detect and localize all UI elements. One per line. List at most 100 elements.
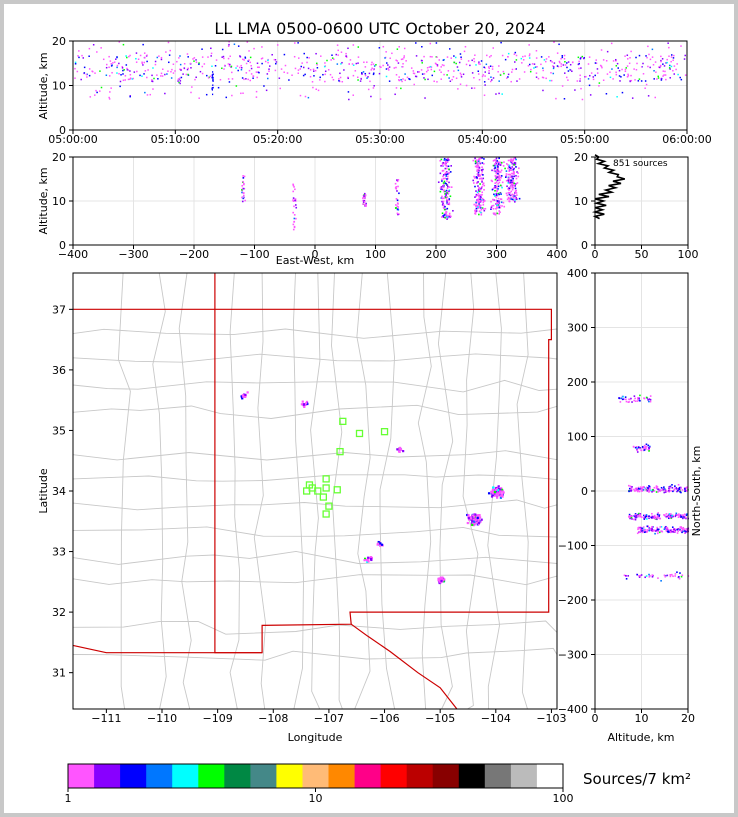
county-boundary xyxy=(72,450,558,461)
source-point xyxy=(190,91,192,94)
county-boundary xyxy=(253,272,267,710)
county-boundary xyxy=(462,272,479,710)
source-point xyxy=(122,69,124,72)
source-point xyxy=(490,179,493,182)
source-point xyxy=(511,166,513,169)
source-point xyxy=(477,171,480,174)
source-point xyxy=(305,400,309,404)
source-point xyxy=(475,211,477,213)
source-point xyxy=(542,69,544,72)
source-point xyxy=(606,73,609,75)
source-point xyxy=(444,162,446,165)
source-point xyxy=(655,491,658,493)
source-point xyxy=(574,89,576,91)
source-point xyxy=(327,69,330,71)
source-point xyxy=(514,68,517,70)
source-point xyxy=(617,67,619,69)
source-point xyxy=(396,202,399,204)
source-point xyxy=(515,59,518,61)
source-point xyxy=(142,43,144,46)
source-point xyxy=(448,216,450,219)
source-point xyxy=(638,513,641,516)
source-point xyxy=(397,208,400,211)
source-point xyxy=(440,186,443,188)
source-point xyxy=(621,68,623,71)
source-point xyxy=(669,529,672,532)
source-point xyxy=(651,575,654,578)
source-point xyxy=(666,528,668,531)
source-point xyxy=(510,179,512,182)
source-point xyxy=(446,185,449,188)
source-point xyxy=(528,63,531,66)
source-point xyxy=(496,206,498,208)
source-point xyxy=(308,57,310,59)
source-point xyxy=(448,199,450,201)
source-point xyxy=(292,223,295,226)
source-point xyxy=(513,161,516,164)
source-point xyxy=(453,55,455,57)
source-point xyxy=(164,73,166,76)
source-point xyxy=(111,64,113,66)
source-point xyxy=(444,193,446,195)
source-point xyxy=(442,161,445,164)
source-point xyxy=(545,58,548,60)
source-point xyxy=(293,186,295,188)
source-point xyxy=(384,57,386,59)
source-point xyxy=(475,207,478,210)
source-point xyxy=(440,165,442,167)
county-boundary xyxy=(516,272,529,710)
source-point xyxy=(409,78,411,81)
source-point xyxy=(497,489,500,492)
source-point xyxy=(239,66,241,69)
colorbar-swatch xyxy=(458,764,486,788)
source-point xyxy=(135,61,138,63)
source-point xyxy=(512,180,515,182)
source-point xyxy=(470,516,473,519)
source-point xyxy=(491,68,494,70)
source-point xyxy=(685,530,687,533)
source-point xyxy=(158,55,160,57)
source-point xyxy=(497,172,499,175)
source-point xyxy=(483,81,486,83)
source-point xyxy=(601,66,603,69)
source-point xyxy=(406,76,409,79)
source-point xyxy=(264,60,267,63)
source-point xyxy=(475,190,477,192)
source-point xyxy=(514,197,516,199)
source-point xyxy=(223,68,225,70)
source-point xyxy=(662,63,664,65)
source-point xyxy=(664,491,667,493)
x-tick-label: −111 xyxy=(91,712,121,725)
source-point xyxy=(479,63,481,65)
source-point xyxy=(373,65,376,67)
source-point xyxy=(627,74,630,77)
lma-station-marker xyxy=(314,487,322,495)
source-point xyxy=(436,65,439,67)
source-point xyxy=(648,576,651,578)
source-point xyxy=(657,488,660,491)
source-point xyxy=(441,180,443,182)
source-point xyxy=(439,172,442,175)
source-point xyxy=(493,186,496,189)
source-point xyxy=(645,529,647,531)
source-point xyxy=(482,74,485,76)
source-point xyxy=(364,195,366,197)
source-point xyxy=(302,403,306,406)
source-point xyxy=(168,61,170,64)
source-point xyxy=(506,77,508,79)
source-point xyxy=(211,89,214,91)
source-point xyxy=(648,53,650,56)
source-point xyxy=(654,61,657,63)
source-point xyxy=(637,446,640,449)
source-point xyxy=(241,394,244,397)
source-point xyxy=(253,47,255,50)
source-point xyxy=(271,53,273,56)
source-point xyxy=(657,528,660,531)
source-point xyxy=(645,514,648,516)
source-point xyxy=(657,75,659,78)
source-point xyxy=(649,487,651,489)
source-point xyxy=(177,78,180,81)
source-point xyxy=(668,489,670,492)
source-point xyxy=(508,173,511,176)
source-point xyxy=(443,157,446,160)
